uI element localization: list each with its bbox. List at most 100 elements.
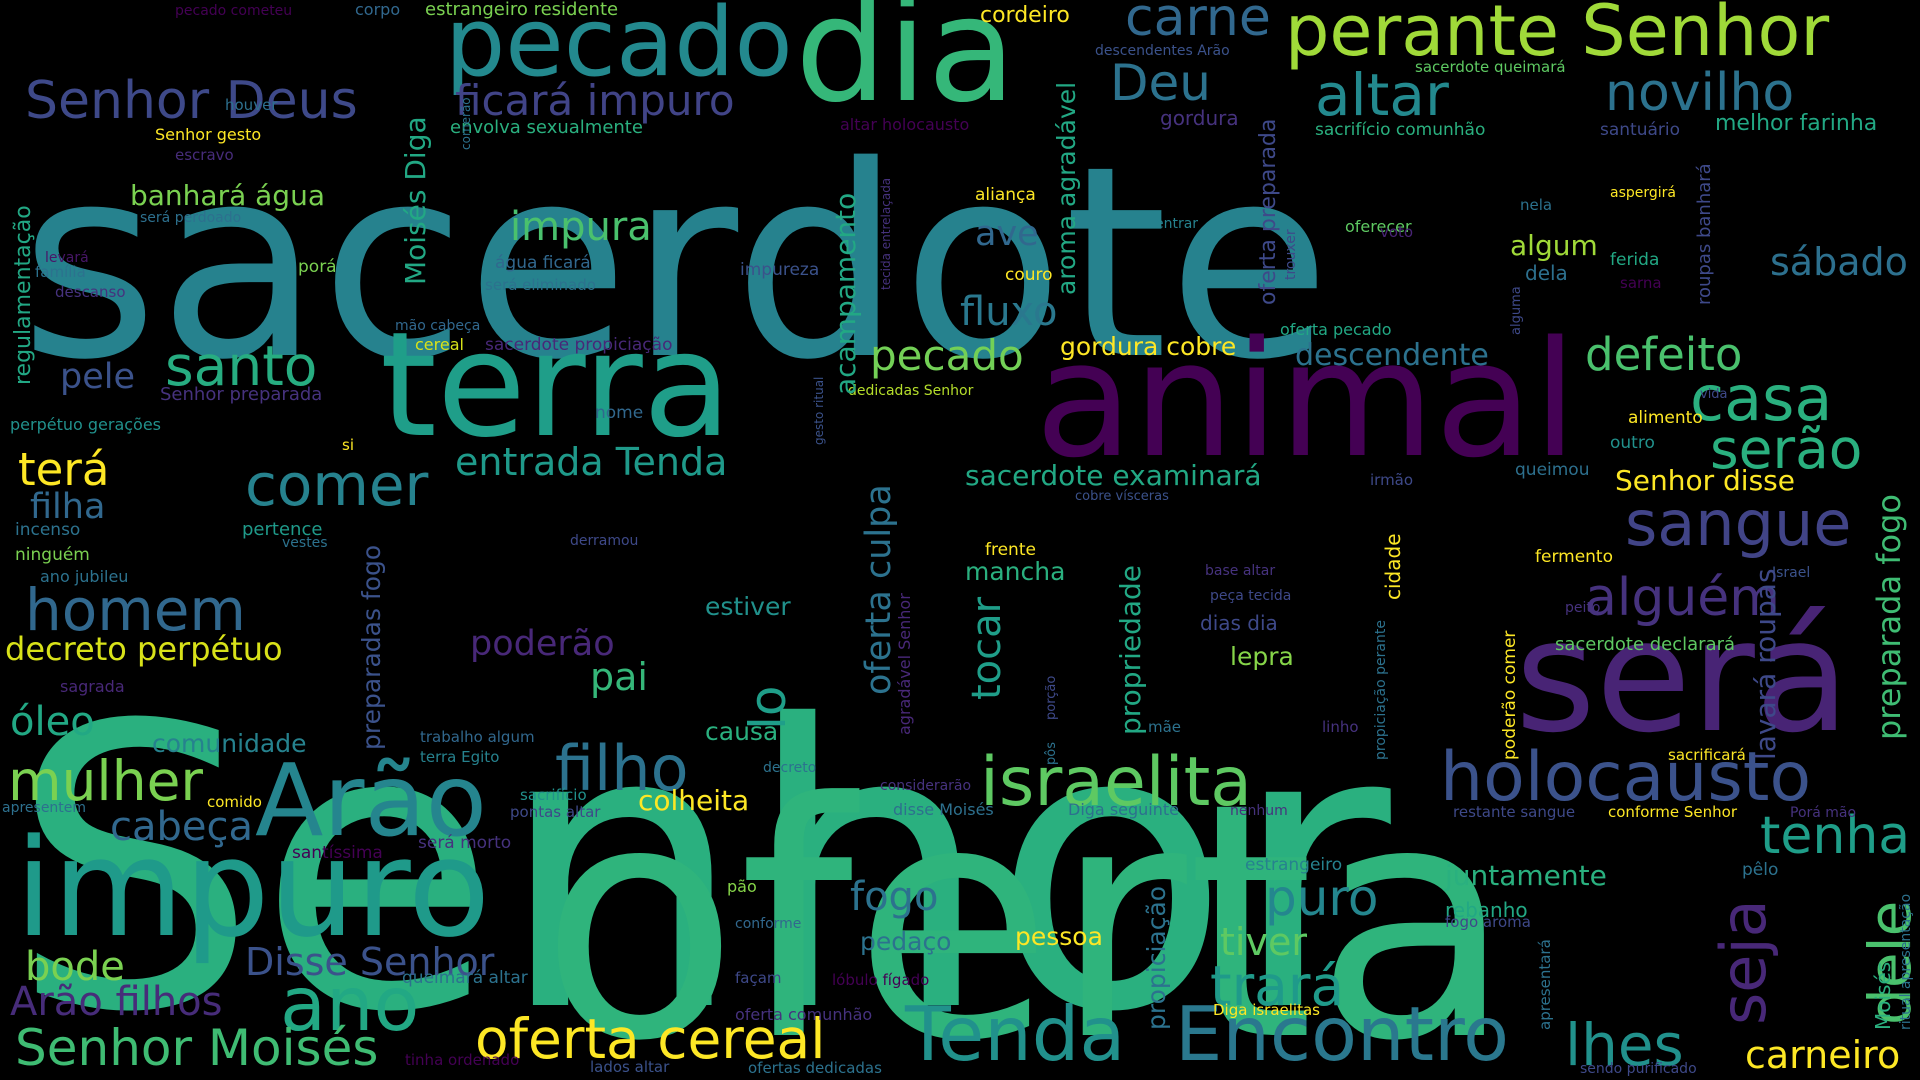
word-cloud-word: lepra xyxy=(1230,642,1294,671)
word-cloud-word: sacrifício xyxy=(520,786,587,804)
word-cloud-word: vestes xyxy=(282,535,328,551)
word-cloud-word: nela xyxy=(1520,196,1552,214)
word-cloud-word: pecado cometeu xyxy=(175,3,292,19)
word-cloud-word: lavará roupas xyxy=(1749,568,1782,760)
word-cloud-word: pertence xyxy=(242,519,322,540)
word-cloud-word: oferta comunhão xyxy=(735,1005,872,1024)
word-cloud-word: pecado xyxy=(870,331,1024,380)
word-cloud-word: oferta preparada xyxy=(1256,119,1281,305)
word-cloud-word: alguém xyxy=(1585,568,1780,628)
word-cloud-word: Israel xyxy=(1772,565,1810,581)
word-cloud-word: apresentará xyxy=(1536,939,1554,1030)
word-cloud-word: comerão xyxy=(459,97,473,150)
word-cloud-word: peito xyxy=(1565,600,1600,616)
word-cloud-word: trouxer xyxy=(1283,229,1299,280)
word-cloud-word: colheita xyxy=(638,784,749,817)
word-cloud-word: descendente xyxy=(1295,338,1489,373)
word-cloud-word: altar holocausto xyxy=(840,115,969,134)
word-cloud-word: oferta cereal xyxy=(475,1007,826,1071)
word-cloud-word: melhor farinha xyxy=(1715,111,1877,136)
word-cloud-word: pêlo xyxy=(1742,860,1778,880)
word-cloud-word: propriedade xyxy=(1114,565,1147,735)
word-cloud-word: filha xyxy=(30,487,105,527)
word-cloud-word: mancha xyxy=(965,557,1065,586)
word-cloud-word: escravo xyxy=(175,146,234,164)
word-cloud-word: santuário xyxy=(1600,120,1680,140)
word-cloud-word: oferta culpa xyxy=(859,484,899,695)
word-cloud-word: aroma agradável xyxy=(1052,82,1081,295)
word-cloud-word: terra xyxy=(380,301,732,470)
word-cloud-word: cidade xyxy=(1381,533,1405,600)
word-cloud-word: seja xyxy=(1707,899,1780,1025)
word-cloud-word: tocar xyxy=(964,596,1010,700)
word-cloud-word: oferta xyxy=(540,733,1513,1080)
word-cloud-word: estrangeiro xyxy=(1245,855,1342,875)
word-cloud-word: cobre vísceras xyxy=(1075,489,1169,504)
word-cloud-word: pecado xyxy=(445,0,793,98)
word-cloud-word: pele xyxy=(60,357,135,397)
word-cloud-word: Senhor Deus xyxy=(25,71,358,131)
word-cloud-word: entrada Tenda xyxy=(455,440,727,484)
word-cloud-word: queimará altar xyxy=(402,968,528,988)
word-cloud-word: mão cabeça xyxy=(395,318,480,334)
word-cloud-word: impuro xyxy=(15,810,490,967)
word-cloud-word: restante sangue xyxy=(1453,803,1575,821)
word-cloud-word: apresentem xyxy=(2,800,86,816)
word-cloud-word: perpétuo gerações xyxy=(10,415,161,434)
word-cloud-word: santo xyxy=(165,334,317,398)
word-cloud-word: incenso xyxy=(15,520,80,540)
word-cloud-word: Senhor preparada xyxy=(160,384,322,405)
word-cloud-word: porção xyxy=(1044,676,1059,720)
word-cloud-word: defeito xyxy=(1585,328,1742,381)
word-cloud-word: trabalho algum xyxy=(420,728,535,746)
word-cloud-word: peça tecida xyxy=(1210,588,1291,604)
word-cloud-word: preparadas fogo xyxy=(357,545,386,750)
word-cloud-word: frente xyxy=(985,540,1036,560)
word-cloud-word: porá xyxy=(298,257,337,277)
word-cloud-word: impura xyxy=(510,204,652,250)
word-cloud-word: estiver xyxy=(705,592,791,621)
word-cloud-word: lóbulo fígado xyxy=(832,971,929,989)
word-cloud-word: novilho xyxy=(1605,63,1794,123)
word-cloud-word: entrar xyxy=(1155,216,1198,232)
word-cloud-word: lados altar xyxy=(590,1058,670,1076)
word-cloud-word: houver xyxy=(225,96,278,114)
word-cloud-word: gordura cobre xyxy=(1060,332,1236,361)
word-cloud-word: voto xyxy=(1380,223,1413,241)
word-cloud-word: terá xyxy=(18,443,109,496)
word-cloud-word: oferecer xyxy=(1345,217,1412,236)
word-cloud-word: linho xyxy=(1322,718,1359,736)
word-cloud-word: ano xyxy=(280,960,419,1048)
word-cloud-word: tinha ordenado xyxy=(405,1051,519,1069)
word-cloud-word: base altar xyxy=(1205,563,1275,579)
word-cloud-word: queimou xyxy=(1515,460,1589,480)
word-cloud-word: preparada fogo xyxy=(1870,494,1908,740)
word-cloud-word: sacrificará xyxy=(1668,746,1746,764)
word-cloud-word: sacerdote queimará xyxy=(1415,58,1566,76)
word-cloud-word: puro xyxy=(1265,869,1378,927)
word-cloud-word: carneiro xyxy=(1745,1033,1900,1077)
word-cloud-word: mulher xyxy=(8,749,203,813)
word-cloud-word: Senhor Moisés xyxy=(15,1019,378,1077)
word-cloud-word: cereal xyxy=(415,335,464,354)
word-cloud-word: ninguém xyxy=(15,545,90,565)
word-cloud-word: poderão comer xyxy=(1500,631,1520,760)
word-cloud-word: terra Egito xyxy=(420,748,499,766)
word-cloud-word: aliança xyxy=(975,185,1036,205)
word-cloud-word: roupas banhará xyxy=(1694,163,1715,305)
word-cloud-word: sagrada xyxy=(60,677,125,696)
word-cloud-word: pedaço xyxy=(860,927,951,956)
word-cloud-word: altar xyxy=(1315,61,1449,129)
word-cloud-word: vida xyxy=(1700,387,1728,402)
word-cloud-word: façam xyxy=(735,969,782,987)
word-cloud-word: conforme Senhor xyxy=(1608,803,1738,821)
word-cloud-word: ofertas dedicadas xyxy=(748,1059,882,1077)
word-cloud-word: ferida xyxy=(1610,250,1659,270)
word-cloud-word: cabeça xyxy=(110,804,253,850)
word-cloud-word: Senhor gesto xyxy=(155,125,261,144)
word-cloud-word: será morto xyxy=(418,833,511,853)
word-cloud-word: descendentes Arão xyxy=(1095,43,1230,59)
word-cloud-word: óleo xyxy=(10,699,95,745)
word-cloud-word: couro xyxy=(1005,265,1053,285)
